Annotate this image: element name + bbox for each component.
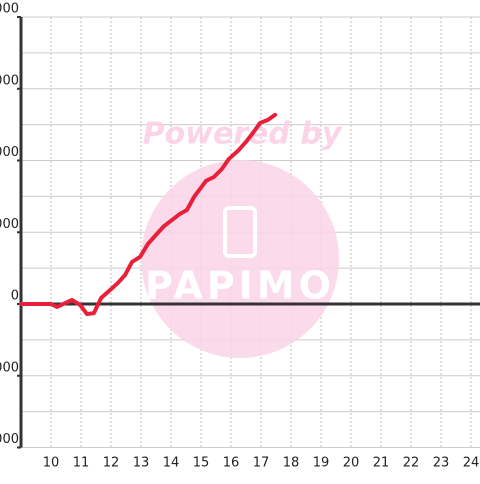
x-tick-label: 24 xyxy=(463,456,480,471)
x-tick-label: 11 xyxy=(73,456,90,471)
watermark-icon xyxy=(223,206,257,258)
x-tick-label: 23 xyxy=(433,456,450,471)
x-tick-label: 18 xyxy=(283,456,300,471)
y-tick-label: -6,000 xyxy=(0,432,19,447)
y-tick-label: 0 xyxy=(11,289,19,304)
y-tick-label: 12,000 xyxy=(0,2,19,17)
x-tick-label: 14 xyxy=(163,456,180,471)
x-tick-label: 20 xyxy=(343,456,360,471)
x-tick-label: 16 xyxy=(223,456,240,471)
watermark-logo: PAPIMO xyxy=(145,264,335,308)
x-tick-label: 21 xyxy=(373,456,390,471)
y-tick-label: -3,000 xyxy=(0,360,19,375)
x-tick-label: 10 xyxy=(43,456,60,471)
x-tick-label: 13 xyxy=(133,456,150,471)
y-tick-label: 9,000 xyxy=(0,73,19,88)
x-tick-label: 17 xyxy=(253,456,270,471)
x-tick-label: 12 xyxy=(103,456,120,471)
watermark-circle xyxy=(141,160,339,358)
watermark: Powered by PAPIMO xyxy=(141,117,343,358)
x-tick-label: 22 xyxy=(403,456,420,471)
x-tick-label: 15 xyxy=(193,456,210,471)
y-tick-label: 3,000 xyxy=(0,217,19,232)
data-line xyxy=(19,112,278,317)
y-tick-label: 6,000 xyxy=(0,145,19,160)
x-tick-label: 19 xyxy=(313,456,330,471)
